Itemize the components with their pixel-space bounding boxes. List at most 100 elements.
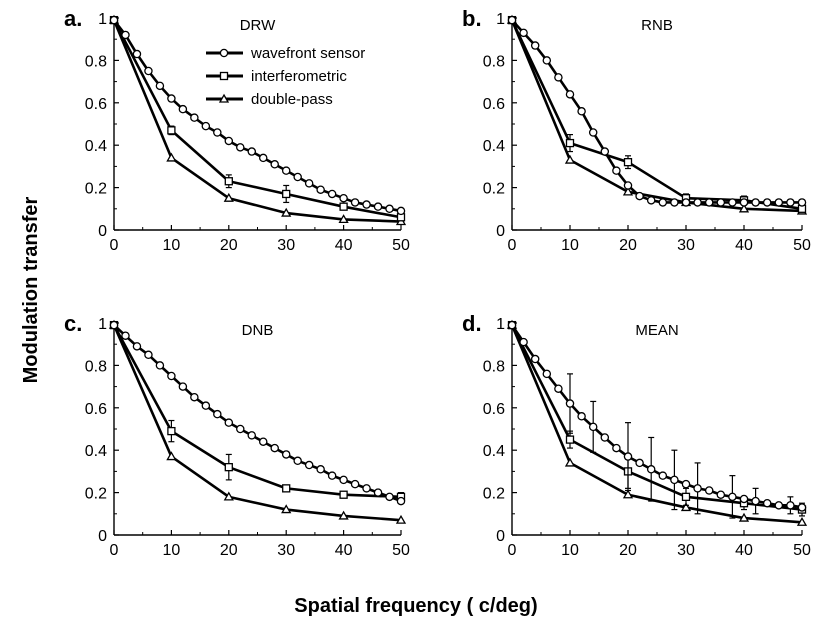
series-line: [510, 324, 803, 524]
data-point-wavefront-sensor: [236, 424, 245, 434]
x-tick-label: 30: [677, 542, 695, 559]
data-point-wavefront-sensor: [542, 369, 552, 379]
data-point-wavefront-sensor: [530, 41, 540, 50]
legend: wavefront sensor interferometric double-…: [206, 45, 365, 108]
data-point-wavefront-sensor: [201, 121, 211, 131]
data-point-double-pass: [738, 203, 750, 213]
circle-marker-icon: [219, 48, 229, 58]
data-point-wavefront-sensor: [588, 422, 598, 432]
data-point-wavefront-sensor: [728, 198, 737, 207]
y-tick-label: 0.4: [85, 443, 107, 460]
data-point-wavefront-sensor: [281, 166, 291, 175]
legend-entry-interferometric: interferometric: [206, 68, 347, 85]
y-tick-label: 1: [98, 316, 107, 333]
data-point-double-pass: [796, 516, 808, 526]
x-tick-label: 0: [508, 237, 517, 254]
data-point-wavefront-sensor: [565, 399, 575, 408]
data-point-interferometric: [167, 126, 176, 135]
series-wavefront-sensor: [109, 15, 406, 216]
x-axis-title: Spatial frequency ( c/deg): [294, 595, 537, 617]
series-line: [510, 324, 803, 509]
data-point-wavefront-sensor: [623, 452, 633, 461]
data-point-wavefront-sensor: [270, 443, 279, 453]
data-point-wavefront-sensor: [327, 189, 337, 199]
series-interferometric: [507, 320, 807, 517]
data-point-wavefront-sensor: [658, 471, 668, 480]
data-point-wavefront-sensor: [132, 49, 142, 59]
data-point-wavefront-sensor: [774, 198, 784, 207]
x-tick-label: 30: [677, 237, 695, 254]
y-tick-label: 0: [98, 223, 107, 240]
data-point-wavefront-sensor: [327, 471, 337, 480]
data-point-wavefront-sensor: [739, 494, 749, 504]
data-point-wavefront-sensor: [121, 331, 130, 340]
legend-label-wavefront-sensor: wavefront sensor: [250, 45, 365, 62]
data-point-wavefront-sensor: [396, 206, 406, 216]
series-line: [510, 19, 803, 211]
data-point-double-pass: [564, 457, 576, 467]
data-point-wavefront-sensor: [519, 337, 528, 347]
x-tick-label: 0: [110, 237, 119, 254]
x-tick-label: 0: [508, 542, 517, 559]
data-point-wavefront-sensor: [716, 490, 726, 499]
data-point-wavefront-sensor: [109, 15, 119, 25]
data-point-wavefront-sensor: [716, 198, 726, 207]
series-line: [113, 324, 402, 503]
data-point-wavefront-sensor: [797, 503, 807, 512]
legend-entry-double-pass: double-pass: [206, 91, 333, 108]
series-line: [112, 324, 402, 499]
legend-label-interferometric: interferometric: [251, 68, 347, 85]
data-point-interferometric: [623, 158, 633, 167]
y-tick-label: 0.8: [85, 53, 107, 70]
x-tick-label: 50: [392, 542, 410, 559]
y-tick-label: 0.8: [483, 358, 505, 375]
data-point-interferometric: [282, 484, 291, 493]
data-point-double-pass: [564, 154, 576, 164]
data-point-double-pass: [223, 491, 234, 501]
data-point-wavefront-sensor: [385, 492, 394, 502]
data-point-wavefront-sensor: [339, 193, 348, 203]
data-point-wavefront-sensor: [304, 460, 314, 470]
data-point-wavefront-sensor: [554, 73, 563, 82]
data-point-wavefront-sensor: [121, 30, 130, 40]
x-tick-label: 50: [793, 237, 811, 254]
x-tick-label: 10: [163, 237, 181, 254]
y-tick-label: 0.6: [85, 96, 107, 113]
triangle-marker-icon: [218, 93, 230, 103]
data-point-wavefront-sensor: [507, 320, 517, 330]
data-point-wavefront-sensor: [316, 465, 325, 474]
data-point-wavefront-sensor: [728, 492, 737, 502]
x-tick-label: 10: [561, 237, 579, 254]
data-point-wavefront-sensor: [519, 28, 528, 38]
panel-dnb: 0 10 20 30 40 50 0 0.2 0.4 0.6 0.8 1 c. DNB: [64, 311, 410, 559]
data-point-wavefront-sensor: [751, 496, 760, 506]
y-tick-label: 0.6: [85, 401, 107, 418]
data-point-wavefront-sensor: [373, 488, 383, 497]
x-tick-label: 20: [619, 237, 637, 254]
x-tick-label: 0: [110, 542, 119, 559]
data-point-wavefront-sensor: [693, 484, 702, 493]
data-point-double-pass: [281, 504, 292, 514]
y-tick-label: 0: [496, 528, 505, 545]
panel-letter: d.: [462, 311, 482, 336]
y-tick-label: 0.4: [85, 138, 107, 155]
data-point-wavefront-sensor: [201, 401, 211, 410]
panel-letter: a.: [64, 6, 82, 31]
panel-title: RNB: [641, 17, 673, 34]
series-wavefront-sensor: [507, 15, 807, 207]
y-tick-label: 0.4: [483, 443, 505, 460]
panel-rnb: 0 10 20 30 40 50 0 0.2 0.4 0.6 0.8 1 b. RNB: [462, 6, 811, 254]
data-point-double-pass: [622, 489, 634, 499]
x-tick-label: 10: [163, 542, 181, 559]
data-point-interferometric: [339, 202, 348, 211]
data-point-wavefront-sensor: [658, 198, 668, 207]
data-point-wavefront-sensor: [635, 191, 644, 201]
panel-title: DNB: [242, 322, 274, 339]
x-tick-label: 20: [220, 542, 238, 559]
x-tick-label: 30: [277, 542, 295, 559]
data-point-wavefront-sensor: [681, 479, 691, 489]
x-tick-label: 40: [735, 237, 753, 254]
y-tick-label: 0.2: [85, 181, 107, 198]
data-point-wavefront-sensor: [281, 450, 291, 459]
